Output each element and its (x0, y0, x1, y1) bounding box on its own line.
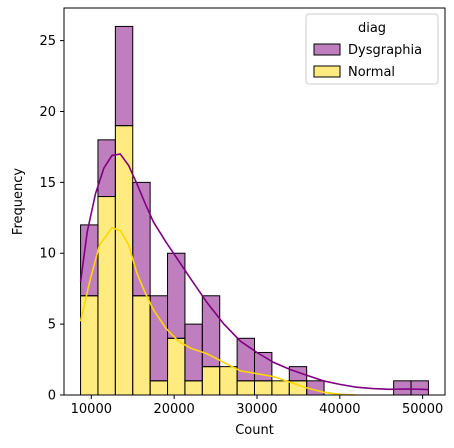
bar-normal-1 (97, 196, 116, 396)
x-tick-label: 40000 (319, 402, 360, 417)
legend-label-dysgraphia: Dysgraphia (348, 43, 422, 58)
bar-dysgraphia-18 (393, 380, 412, 396)
bar-normal-5 (167, 337, 186, 396)
bar-normal-4 (149, 380, 169, 396)
bar-dysgraphia-3 (132, 181, 151, 297)
legend-swatch-dysgraphia (313, 43, 341, 56)
legend: diag Dysgraphia Normal (305, 13, 439, 85)
y-tick-label: 25 (39, 34, 56, 49)
x-axis-label: Count (235, 423, 274, 438)
bar-normal-7 (201, 366, 221, 396)
y-tick-label: 15 (39, 176, 56, 191)
legend-title: diag (358, 21, 386, 36)
legend-swatch-normal (313, 65, 341, 78)
y-tick-label: 0 (48, 389, 56, 404)
y-tick-label: 10 (39, 247, 56, 262)
y-tick-label: 20 (39, 105, 56, 120)
kde-line-dysgraphia (79, 153, 429, 391)
y-axis-label: Frequency (11, 168, 26, 235)
x-tick-label: 20000 (153, 402, 194, 417)
bar-normal-10 (254, 380, 273, 396)
bar-dysgraphia-19 (410, 380, 429, 396)
bar-normal-8 (219, 366, 238, 396)
bar-normal-2 (114, 125, 134, 396)
y-axis: 0 5 10 15 20 25 (39, 34, 64, 404)
bar-dysgraphia-2 (114, 25, 134, 127)
legend-label-normal: Normal (348, 65, 395, 80)
bar-normal-11 (271, 380, 290, 396)
x-axis: 10000 20000 30000 40000 50000 (71, 395, 443, 417)
bar-normal-6 (184, 380, 203, 396)
x-tick-label: 50000 (402, 402, 443, 417)
y-tick-label: 5 (48, 318, 56, 333)
x-tick-label: 30000 (236, 402, 277, 417)
kde-line-normal (79, 226, 357, 396)
kde-layer (79, 153, 429, 396)
bars-layer (80, 25, 429, 396)
x-tick-label: 10000 (71, 402, 112, 417)
plot-frame (63, 7, 446, 396)
bar-dysgraphia-1 (97, 139, 116, 198)
bar-normal-9 (236, 380, 255, 396)
bar-dysgraphia-6 (184, 323, 203, 382)
bar-normal-3 (132, 295, 151, 396)
